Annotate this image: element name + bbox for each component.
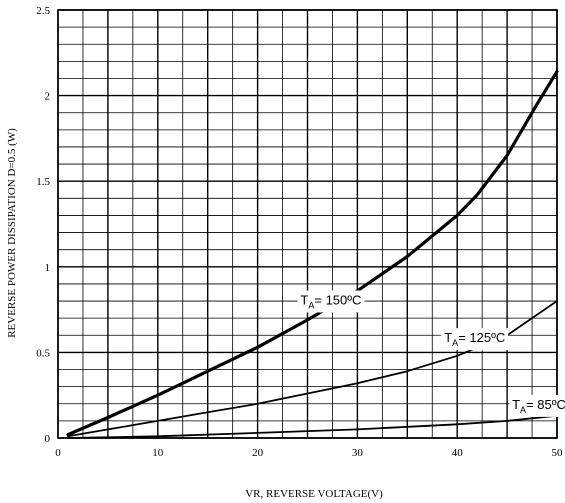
label-background	[297, 290, 365, 313]
y-tick-label: 0	[45, 433, 51, 445]
x-tick-label: 0	[55, 447, 61, 459]
data-curves	[66, 70, 559, 439]
series-line-1	[66, 70, 559, 437]
curve-labels: TA= 150ºC TA= 125ºC TA= 85ºC	[297, 290, 565, 417]
series-line-3	[67, 414, 558, 439]
x-tick-label: 10	[152, 447, 164, 459]
series-label-2: TA= 125ºC	[441, 328, 509, 351]
y-tick-label: 2.5	[36, 5, 50, 17]
series-line-2	[67, 300, 558, 438]
y-tick-label: 1.5	[36, 176, 50, 188]
label-background	[441, 328, 509, 351]
series-label-text: TA= 125ºC	[444, 330, 505, 348]
x-tick-label: 50	[552, 447, 564, 459]
tick-labels: 0 10 20 30 40 50 0 0.5 1 1.5 2 2.5	[36, 5, 563, 459]
y-tick-label: 1	[45, 262, 51, 274]
grid-lines	[57, 9, 558, 439]
series-label-text: TA= 150ºC	[300, 292, 361, 310]
x-axis-label: VR, REVERSE VOLTAGE(V)	[245, 488, 383, 500]
x-tick-label: 30	[352, 447, 364, 459]
plot-border	[57, 9, 558, 439]
y-tick-label: 2	[45, 91, 51, 103]
y-axis-label: REVERSE POWER DISSIPATION D=0.5 (W)	[6, 128, 18, 338]
x-tick-label: 20	[252, 447, 264, 459]
series-label-3: TA= 85ºC	[509, 394, 565, 417]
y-tick-label: 0.5	[36, 347, 50, 359]
series-label-text: TA= 85ºC	[512, 397, 565, 415]
plot-frame	[57, 9, 558, 439]
label-background	[509, 394, 565, 417]
series-label-1: TA= 150ºC	[297, 290, 365, 313]
x-tick-label: 40	[452, 447, 464, 459]
